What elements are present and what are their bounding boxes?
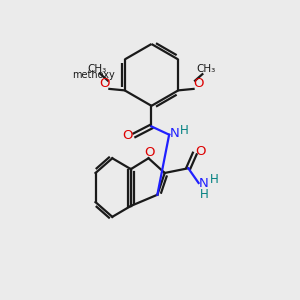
Text: H: H [209, 173, 218, 186]
Text: H: H [200, 188, 208, 201]
Text: O: O [123, 129, 133, 142]
Text: CH₃: CH₃ [87, 64, 106, 74]
Text: O: O [99, 77, 109, 90]
Text: N: N [169, 127, 179, 140]
Text: methoxy: methoxy [72, 70, 115, 80]
Text: CH₃: CH₃ [196, 64, 215, 74]
Text: O: O [194, 77, 204, 90]
Text: N: N [199, 177, 209, 190]
Text: O: O [195, 145, 205, 158]
Text: O: O [144, 146, 154, 159]
Text: H: H [180, 124, 189, 137]
